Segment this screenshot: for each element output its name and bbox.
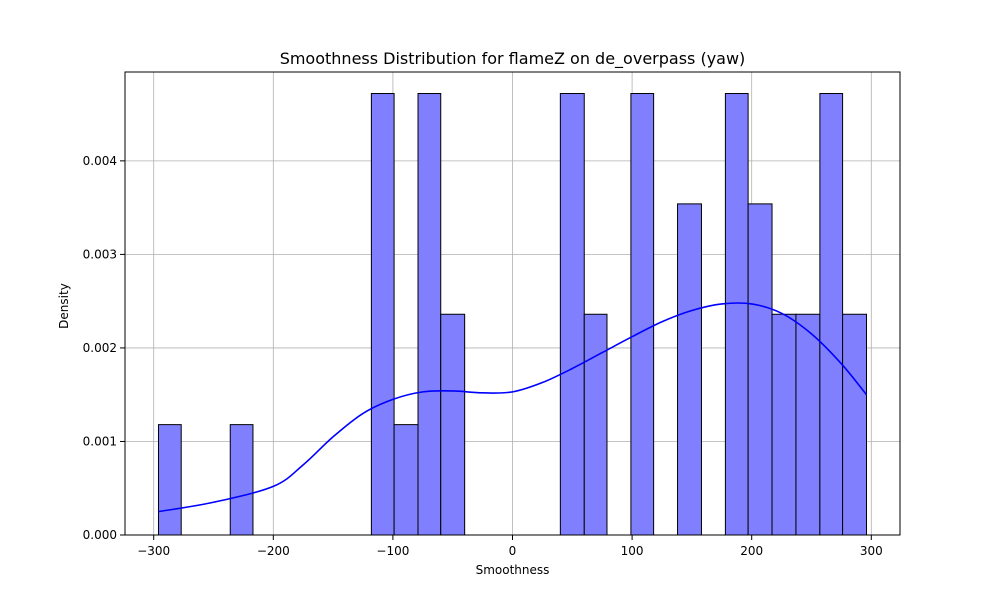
x-tick-label: −300 [137, 544, 170, 558]
histogram-bar [677, 203, 702, 536]
axis-ticks: −300 −200 −100 0 100 200 300 0.000 0.001 0.002 0.0… [83, 154, 883, 558]
y-tick-label: 0.004 [83, 154, 117, 168]
histogram-bar [842, 313, 868, 536]
histogram-bar [583, 313, 608, 536]
histogram-bar [229, 424, 254, 536]
y-axis-label: Density [57, 283, 71, 329]
histogram-bar [630, 93, 655, 536]
y-tick-label: 0.000 [83, 528, 117, 542]
histogram-bar [440, 313, 466, 536]
histogram-bar [157, 424, 182, 536]
x-axis-label: Smoothness [476, 563, 550, 577]
histogram-bar [747, 203, 773, 536]
histogram-bar [724, 93, 749, 536]
histogram-bar [559, 93, 585, 536]
y-tick-label: 0.003 [83, 247, 117, 261]
y-tick-label: 0.001 [83, 434, 117, 448]
x-tick-label: −100 [376, 544, 409, 558]
histogram-bar [417, 93, 442, 536]
x-tick-label: 100 [621, 544, 644, 558]
x-tick-label: −200 [257, 544, 290, 558]
x-tick-label: 300 [860, 544, 883, 558]
histogram-bar [771, 313, 797, 536]
histogram-bar [393, 424, 419, 536]
y-tick-label: 0.002 [83, 341, 117, 355]
histogram-bar [795, 313, 821, 536]
histogram-bar [370, 93, 395, 536]
x-tick-label: 200 [740, 544, 763, 558]
chart-title: Smoothness Distribution for flameZ on de… [280, 49, 746, 69]
x-tick-label: 0 [509, 544, 517, 558]
kde-curve [158, 302, 868, 513]
kde-curve-layer [158, 302, 868, 513]
histogram-bar [819, 93, 844, 536]
